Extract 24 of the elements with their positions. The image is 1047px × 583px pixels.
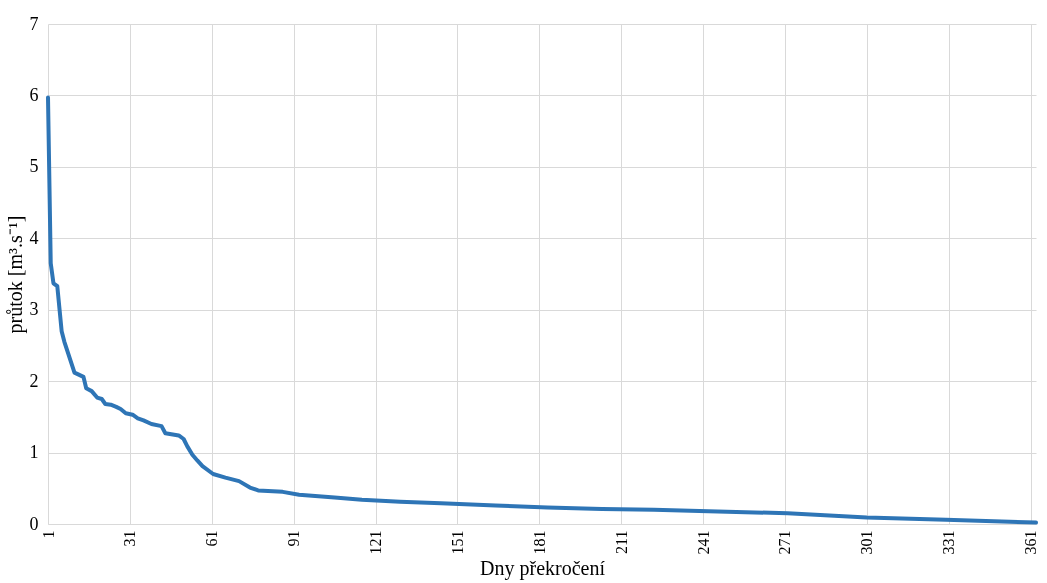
y-tick-label: 7 [29,13,39,34]
x-tick-label: 211 [612,530,630,554]
x-tick-label: 151 [448,530,466,555]
x-tick-label: 361 [1022,530,1040,555]
y-tick-label: 0 [29,513,39,534]
x-tick-label: 331 [940,530,958,555]
x-tick-label: 271 [776,530,794,555]
x-axis-title: Dny překročení [480,556,606,580]
x-tick-label: 61 [203,530,221,547]
line-series [46,95,1038,525]
x-tick-label: 31 [121,530,139,547]
y-tick-label: 4 [29,227,39,248]
x-tick-label: 241 [694,530,712,555]
x-tick-label: 181 [530,530,548,555]
y-tick-label: 1 [29,442,39,463]
y-tick-label: 5 [29,156,39,177]
x-tick-label: 1 [39,530,57,539]
x-tick-label: 301 [858,530,876,555]
x-tick-label: 91 [285,530,303,547]
x-tick-label: 121 [367,530,385,555]
y-tick-label: 6 [29,84,39,105]
y-axis-title: průtok [m³.s⁻¹] [3,215,27,334]
y-tick-label: 2 [29,370,39,391]
y-tick-label: 3 [29,299,39,320]
